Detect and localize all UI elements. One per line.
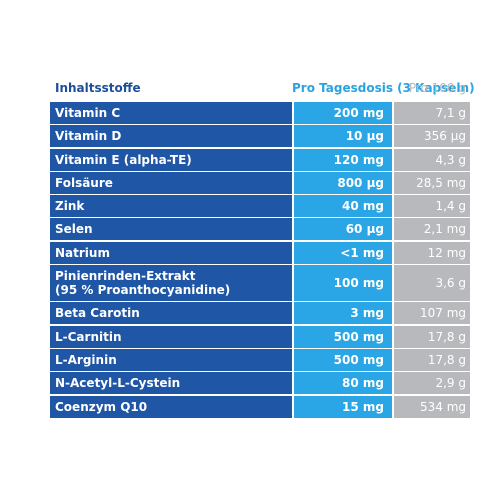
table-row: Vitamin D 10 µg 356 µg (50, 125, 470, 148)
per-100g-value: 107 mg (394, 302, 470, 325)
table-row: L-Carnitin 500 mg 17,8 g (50, 325, 470, 348)
per-100g-value: 2,1 mg (394, 218, 470, 241)
ingredient-name-line: Pinienrinden-Extrakt (55, 269, 196, 284)
per-100g-value: 17,8 g (394, 348, 470, 371)
ingredient-name: Folsäure (50, 171, 292, 194)
ingredient-name-line: Beta Carotin (55, 306, 140, 321)
per-100g-value: 2,9 g (394, 372, 470, 395)
daily-dose-value: 100 mg (294, 265, 392, 302)
per-100g-value: 4,3 g (394, 148, 470, 171)
daily-dose-value: 500 mg (294, 325, 392, 348)
table-row: Folsäure 800 µg 28,5 mg (50, 171, 470, 194)
ingredient-name-line: L-Carnitin (55, 329, 122, 344)
table-row: Pinienrinden-Extrakt (95 % Proanthocyanid… (50, 265, 470, 302)
header-daily-dose: Pro Tagesdosis (3 Kapseln) (292, 81, 475, 95)
per-100g-value: 28,5 mg (394, 171, 470, 194)
table-row: N-Acetyl-L-Cystein 80 mg 2,9 g (50, 372, 470, 395)
ingredient-name: Vitamin C (50, 102, 292, 124)
ingredient-name: Natrium (50, 241, 292, 264)
table-row: Natrium <1 mg 12 mg (50, 241, 470, 264)
daily-dose-value: 15 mg (294, 395, 392, 418)
ingredient-name-line: Selen (55, 222, 93, 237)
ingredient-name: Beta Carotin (50, 302, 292, 325)
ingredient-name: Vitamin D (50, 125, 292, 148)
table-row: Beta Carotin 3 mg 107 mg (50, 302, 470, 325)
ingredient-name-line: Vitamin D (55, 129, 122, 144)
daily-dose-value: 60 µg (294, 218, 392, 241)
daily-dose-value: 120 mg (294, 148, 392, 171)
header-ingredients: Inhaltsstoffe (55, 81, 141, 95)
daily-dose-value: 3 mg (294, 302, 392, 325)
ingredient-name-line: Vitamin C (55, 106, 121, 120)
ingredient-name: Zink (50, 195, 292, 218)
per-100g-value: 1,4 g (394, 195, 470, 218)
per-100g-value: 356 µg (394, 125, 470, 148)
daily-dose-value: <1 mg (294, 241, 392, 264)
table-row: L-Arginin 500 mg 17,8 g (50, 348, 470, 371)
nutrition-table: Inhaltsstoffe Pro Tagesdosis (3 Kapseln)… (50, 78, 475, 419)
per-100g-value: 534 mg (394, 395, 470, 418)
ingredient-name-line: Coenzym Q10 (55, 399, 148, 414)
table-row: Vitamin E (alpha-TE) 120 mg 4,3 g (50, 148, 470, 171)
daily-dose-value: 10 µg (294, 125, 392, 148)
ingredient-name-line: N-Acetyl-L-Cystein (55, 376, 181, 391)
daily-dose-value: 40 mg (294, 195, 392, 218)
ingredient-name-line: Vitamin E (alpha-TE) (55, 152, 192, 167)
per-100g-value: 7,1 g (394, 102, 470, 124)
per-100g-value: 12 mg (394, 241, 470, 264)
ingredient-name-line: L-Arginin (55, 352, 117, 367)
per-100g-value: 3,6 g (394, 265, 470, 302)
daily-dose-value: 200 mg (294, 102, 392, 124)
table-row: Zink 40 mg 1,4 g (50, 195, 470, 218)
table-body: Vitamin C 200 mg 7,1 g Vitamin D 10 µg 356 µg… (50, 102, 470, 418)
ingredient-name: Coenzym Q10 (50, 395, 292, 418)
ingredient-name: L-Carnitin (50, 325, 292, 348)
ingredient-name: Selen (50, 218, 292, 241)
ingredient-name-line: Zink (55, 199, 85, 214)
ingredient-name: Pinienrinden-Extrakt (95 % Proanthocyanid… (50, 265, 292, 302)
daily-dose-value: 500 mg (294, 348, 392, 371)
daily-dose-value: 80 mg (294, 372, 392, 395)
ingredient-name: Vitamin E (alpha-TE) (50, 148, 292, 171)
daily-dose-value: 800 µg (294, 171, 392, 194)
ingredient-name-line: Natrium (55, 245, 110, 260)
ingredient-name: L-Arginin (50, 348, 292, 371)
ingredient-name-line: Folsäure (55, 175, 113, 190)
ingredient-name-line: (95 % Proanthocyanidine) (55, 283, 231, 298)
ingredient-name: N-Acetyl-L-Cystein (50, 372, 292, 395)
table-header: Inhaltsstoffe Pro Tagesdosis (3 Kapseln)… (50, 78, 475, 98)
table-row: Coenzym Q10 15 mg 534 mg (50, 395, 470, 418)
table-row: Selen 60 µg 2,1 mg (50, 218, 470, 241)
header-per-100g: Pro 100 g (408, 81, 466, 95)
per-100g-value: 17,8 g (394, 325, 470, 348)
table-row: Vitamin C 200 mg 7,1 g (50, 102, 470, 124)
